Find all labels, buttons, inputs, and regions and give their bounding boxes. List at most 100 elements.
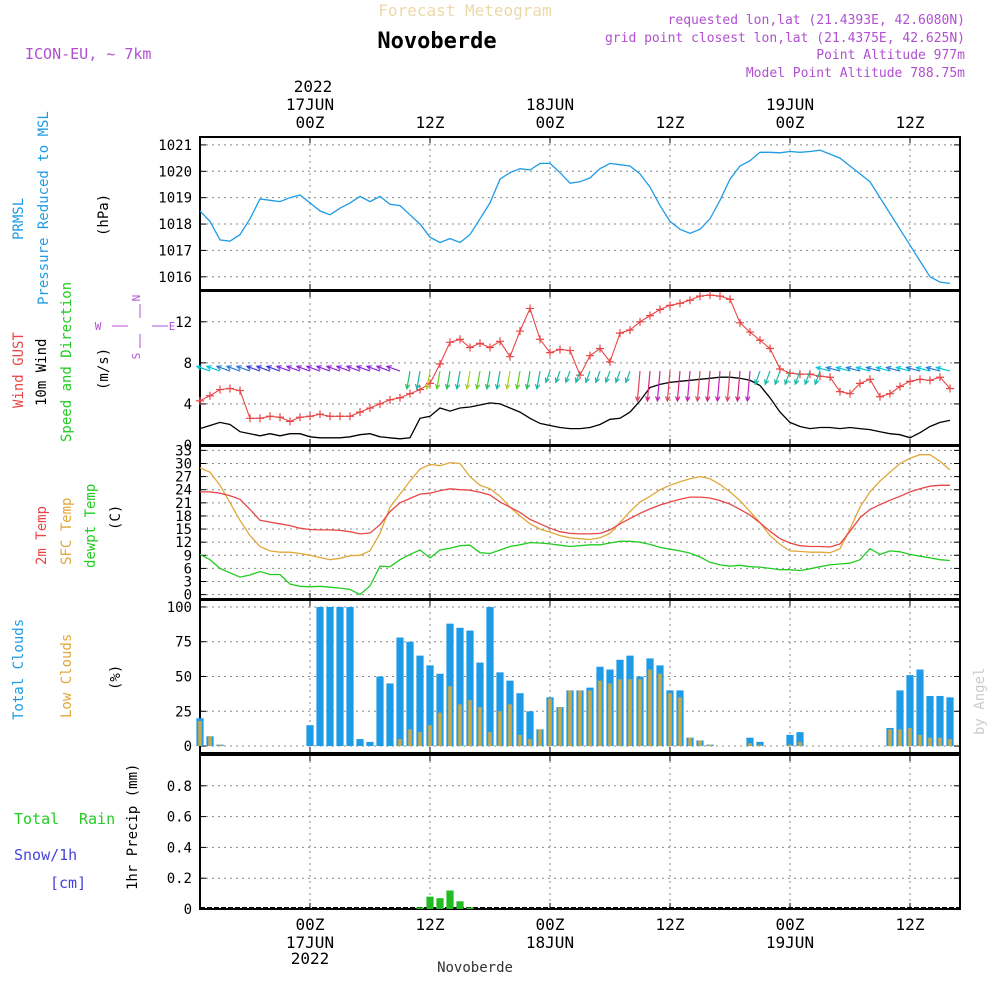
wind-arrow — [825, 365, 841, 372]
low-cloud-bar — [938, 737, 942, 747]
ytick-label: 0.8 — [167, 779, 192, 795]
gust-marker — [556, 345, 564, 354]
wind-arrow — [305, 365, 321, 372]
clouds-frame — [199, 599, 961, 754]
wind-frame — [199, 290, 961, 446]
low-cloud-bar — [208, 736, 212, 747]
gust-marker — [876, 392, 884, 401]
gust-marker — [626, 326, 634, 335]
top-date-label: 19JUN — [766, 95, 814, 114]
gust-marker — [656, 305, 664, 314]
wind-arrow — [935, 365, 951, 372]
dewpoint-line — [199, 540, 951, 596]
low-cloud-bar — [698, 740, 702, 747]
rain-bar — [426, 896, 434, 909]
wind-arrow — [385, 365, 401, 372]
ytick-label: 0 — [184, 739, 192, 755]
total-cloud-bar — [896, 690, 904, 747]
wind-arrow — [285, 365, 301, 372]
gust-marker — [596, 344, 604, 353]
low-cloud-bar — [618, 679, 622, 747]
requested-coords: requested lon,lat (21.4393E, 42.6080N) — [668, 13, 965, 28]
gust-marker — [316, 410, 324, 419]
wind-arrow — [815, 365, 831, 372]
gust-marker — [916, 375, 924, 384]
wind-arrow — [335, 365, 351, 372]
bottom-date-label: 17JUN — [286, 933, 334, 952]
cloud-unit-label: (%) — [108, 665, 124, 690]
total-clouds-label: Total Clouds — [11, 619, 27, 720]
gust-marker — [636, 317, 644, 326]
wind-arrow — [905, 365, 921, 372]
wind-arrow — [725, 371, 731, 403]
total-cloud-bar — [336, 606, 344, 747]
ytick-label: 0.2 — [167, 871, 192, 887]
wind-arrow — [685, 371, 691, 403]
wind-panel: 0 4 8 12 — [175, 290, 961, 454]
wind-arrow — [624, 370, 631, 384]
precip-total-label: Total — [14, 810, 59, 828]
gust-marker — [816, 372, 824, 381]
wind-arrow — [895, 365, 911, 372]
ytick-label: 1018 — [158, 217, 192, 233]
gust-marker — [746, 328, 754, 337]
wind-arrow — [614, 370, 621, 384]
wind-side-labels: Wind GUST 10m Wind Speed and Direction (… — [11, 282, 175, 442]
wind-arrow — [835, 365, 851, 372]
gust-marker — [786, 369, 794, 378]
ytick-label: 27 — [175, 470, 192, 486]
dew-label: dewpt Temp — [83, 484, 99, 568]
wind-arrow — [365, 365, 381, 372]
rain-bar — [446, 890, 454, 909]
clouds-panel: 0 25 50 75 100 — [167, 599, 961, 755]
total-cloud-bar — [486, 606, 494, 747]
low-cloud-bar — [658, 673, 662, 747]
wind-arrow — [574, 370, 581, 384]
gust-marker — [766, 344, 774, 353]
temp-frame — [199, 445, 961, 600]
low-cloud-bar — [458, 704, 462, 747]
ytick-label: 1020 — [158, 164, 192, 180]
total-cloud-bar — [376, 676, 384, 747]
low-cloud-bar — [928, 737, 932, 747]
low-cloud-bar — [468, 700, 472, 747]
gust-marker — [396, 393, 404, 402]
ytick-label: 4 — [184, 397, 192, 413]
total-cloud-bar — [476, 662, 484, 747]
top-xtick-label: 00Z — [776, 113, 805, 132]
bottom-xtick-label: 00Z — [776, 915, 805, 934]
compass-w: W — [95, 320, 102, 333]
wind-arrow — [355, 365, 371, 372]
wind-arrow — [794, 370, 801, 386]
low-cloud-bar — [558, 707, 562, 747]
pressure-side-labels: PRMSL Pressure Reduced to MSL (hPa) — [11, 111, 112, 305]
low-cloud-bar — [758, 744, 762, 747]
total-cloud-bar — [356, 739, 364, 747]
gust-marker — [846, 389, 854, 398]
total-cloud-bar — [756, 741, 764, 747]
wind-arrow — [875, 365, 891, 372]
ytick-label: 25 — [175, 704, 192, 720]
t2m-label: 2m Temp — [34, 506, 50, 565]
wind-arrow — [325, 365, 341, 372]
low-cloud-bar — [638, 679, 642, 747]
low-cloud-bar — [478, 707, 482, 747]
temp-side-labels: 2m Temp SFC Temp dewpt Temp (C) — [34, 484, 124, 568]
wind-arrow — [255, 365, 271, 372]
low-cloud-bar — [918, 734, 922, 747]
low-cloud-bar — [948, 739, 952, 747]
low-cloud-bar — [508, 704, 512, 747]
low-cloud-bar — [788, 744, 792, 747]
ytick-label: 12 — [175, 535, 192, 551]
top-xtick-label: 12Z — [896, 113, 925, 132]
gust-marker — [266, 412, 274, 421]
gust-line — [199, 294, 951, 422]
total-cloud-bar — [786, 734, 794, 747]
gust-marker — [756, 336, 764, 345]
gust-marker — [286, 417, 294, 426]
ytick-label: 100 — [167, 600, 192, 616]
gust-marker — [686, 296, 694, 305]
temp-unit-label: (C) — [108, 505, 124, 530]
wind-arrow — [544, 370, 551, 384]
pressure-msl-label: Pressure Reduced to MSL — [36, 111, 52, 305]
